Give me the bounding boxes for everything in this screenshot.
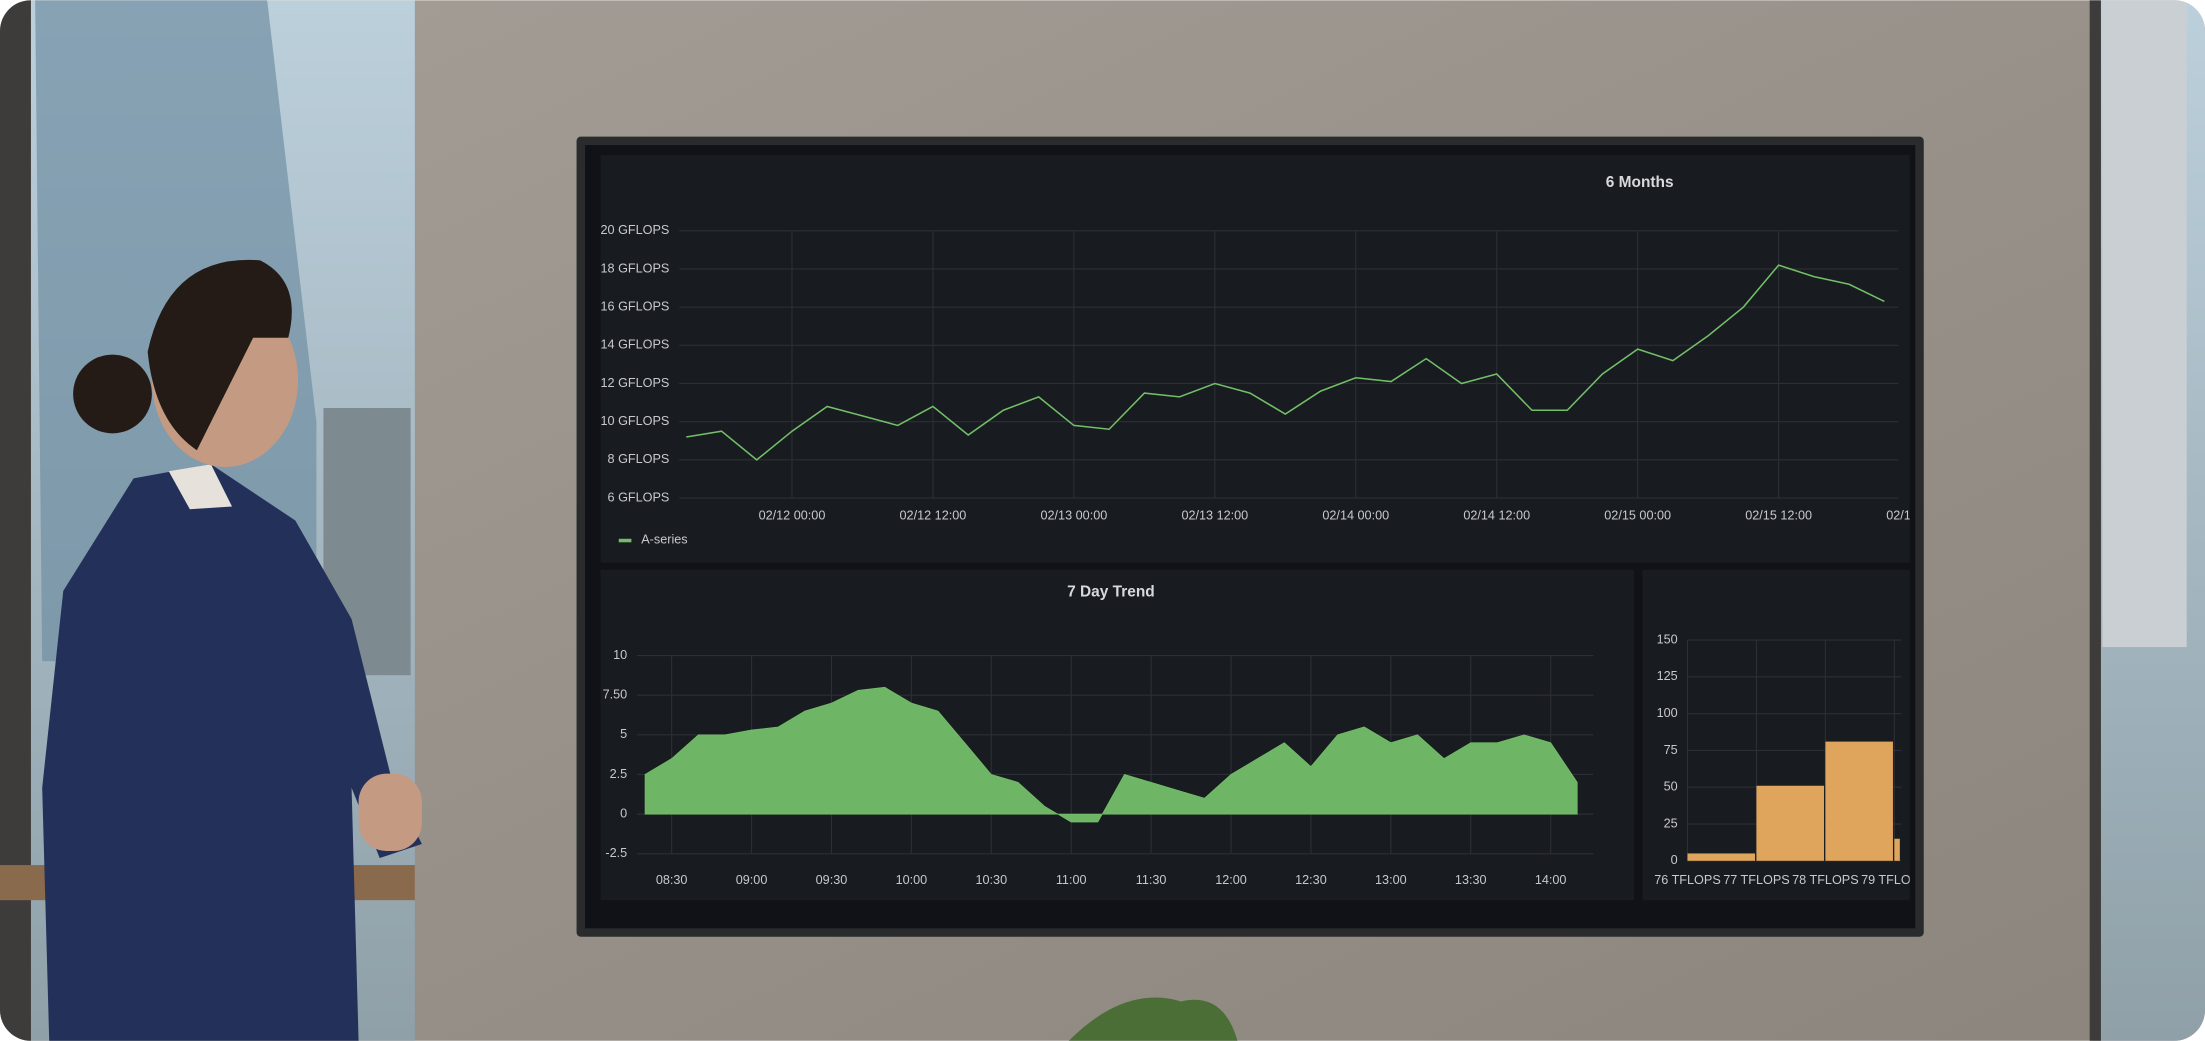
x-tick-label: 02/13 00:00: [1040, 509, 1107, 523]
y-tick-label: 125: [1657, 669, 1678, 683]
y-tick-label: 10 GFLOPS: [601, 414, 670, 428]
x-tick-label: 02/13 12:00: [1181, 509, 1248, 523]
x-tick-label: 02/15 00:00: [1604, 509, 1671, 523]
x-tick-label: 11:00: [1056, 873, 1087, 887]
y-tick-label: 75: [1664, 743, 1678, 757]
chart-title: 7 Day Trend: [1067, 583, 1155, 600]
y-tick-label: -2.5: [605, 846, 627, 860]
y-tick-label: 0: [1671, 853, 1678, 867]
y-tick-label: 150: [1657, 632, 1678, 646]
x-tick-label: 13:30: [1455, 873, 1487, 887]
y-tick-label: 6 GFLOPS: [608, 490, 670, 504]
y-tick-label: 16 GFLOPS: [601, 299, 670, 313]
y-tick-label: 0: [620, 806, 627, 820]
y-tick-label: 10: [613, 648, 627, 662]
chart: 7 Day Trend -2.5 0 2.5 5 7.50 10 08:30 09:00 09:3…: [603, 583, 1594, 887]
bar: [1825, 741, 1893, 861]
person: [42, 259, 422, 1041]
panel: [600, 154, 1910, 563]
bar: [1687, 853, 1756, 861]
y-tick-label: 25: [1664, 816, 1678, 830]
legend-swatch: [618, 538, 632, 543]
y-tick-label: 18 GFLOPS: [601, 261, 670, 275]
y-tick-label: 7.50: [603, 688, 628, 702]
bar: [1894, 838, 1900, 861]
chart-title: 6 Months: [1606, 174, 1674, 191]
bar: [1756, 785, 1824, 861]
building: [2102, 0, 2187, 648]
x-tick-label: 77 TFLOPS: [1723, 873, 1790, 887]
y-tick-label: 12 GFLOPS: [601, 376, 670, 390]
x-tick-label: 14:00: [1535, 873, 1567, 887]
y-tick-label: 20 GFLOPS: [601, 223, 670, 237]
y-tick-label: 14 GFLOPS: [601, 338, 670, 352]
y-tick-label: 5: [620, 727, 627, 741]
dashboard: 6 Months 6 GFLOPS 8 GFLOPS 10 GFLOPS 12 GFLO…: [601, 174, 1953, 887]
x-tick-label: 10:00: [896, 873, 928, 887]
line: [686, 264, 1885, 461]
x-tick-label: 13:00: [1375, 873, 1407, 887]
x-tick-label: 02/12 00:00: [759, 509, 826, 523]
window-frame: [2089, 0, 2101, 1041]
x-tick-label: 76 TFLOPS: [1654, 873, 1721, 887]
x-tick-label: 09:00: [736, 873, 768, 887]
plant: [1068, 997, 1238, 1041]
area: [644, 686, 1578, 823]
x-tick-label: 02/16 00:00: [1886, 509, 1953, 523]
x-tick-label: 02/12 12:00: [900, 509, 967, 523]
chart: 6 Months 6 GFLOPS 8 GFLOPS 10 GFLOPS 12 GFLO…: [601, 174, 1953, 547]
x-tick-label: 79 TFLOPS: [1861, 873, 1928, 887]
x-tick-label: 02/14 00:00: [1322, 509, 1389, 523]
x-tick-label: 11:30: [1136, 873, 1167, 887]
chart: 0 25 50 75 100 125 150 76 TFLOPS 77 TFLOPS 78 TFL…: [1654, 632, 1928, 887]
y-tick-label: 100: [1657, 706, 1678, 720]
y-tick-label: 2.5: [610, 767, 628, 781]
x-tick-label: 02/15 12:00: [1745, 509, 1812, 523]
x-tick-label: 02/14 12:00: [1463, 509, 1530, 523]
legend-label: A-series: [641, 533, 687, 547]
x-tick-label: 12:30: [1295, 873, 1327, 887]
x-tick-label: 12:00: [1215, 873, 1247, 887]
x-tick-label: 08:30: [656, 873, 688, 887]
x-tick-label: 78 TFLOPS: [1792, 873, 1859, 887]
x-tick-label: 09:30: [816, 873, 848, 887]
x-tick-label: 10:30: [975, 873, 1007, 887]
y-tick-label: 50: [1664, 780, 1678, 794]
y-tick-label: 8 GFLOPS: [608, 452, 670, 466]
